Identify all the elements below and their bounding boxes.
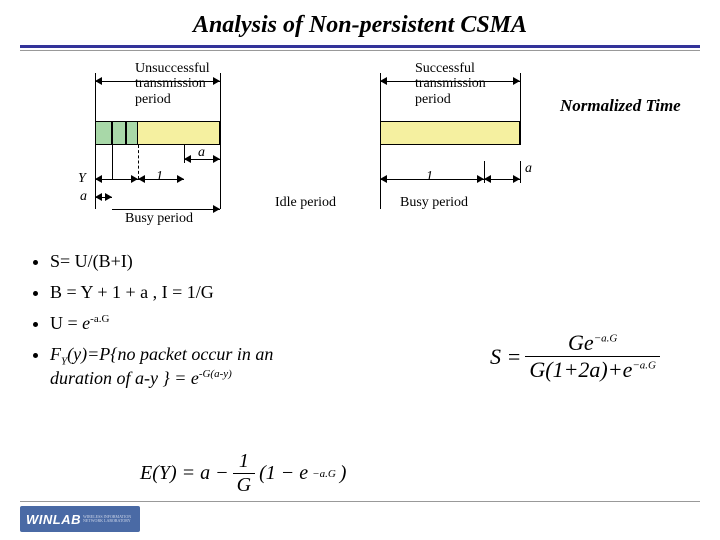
E-paren-r: )	[340, 462, 347, 485]
logo-sub: WIRELESS INFORMATION NETWORK LABORATORY	[83, 515, 140, 523]
E-lhs: E(Y) = a −	[140, 462, 229, 485]
tick	[520, 161, 521, 183]
label-a3: a	[525, 161, 532, 176]
label-unsuccessful: Unsuccessful transmission period	[135, 61, 210, 107]
S-lhs: S =	[490, 344, 521, 370]
tick	[220, 145, 221, 209]
timing-diagram: Unsuccessful transmission period Success…	[20, 61, 700, 241]
label-a1: a	[198, 145, 205, 160]
label-successful: Successful transmission period	[415, 61, 486, 107]
span-Y	[95, 179, 138, 189]
S-den: G(1+2a)+e	[529, 357, 632, 382]
b3-e: e	[82, 313, 90, 333]
tick	[220, 73, 221, 145]
winlab-logo: WINLAB WIRELESS INFORMATION NETWORK LABO…	[20, 506, 140, 532]
bar-successful	[380, 121, 520, 145]
span-a2	[95, 197, 112, 207]
E-den: G	[233, 474, 255, 497]
label-one1: 1	[156, 169, 163, 184]
title-underline	[20, 45, 700, 48]
span-a1	[184, 159, 220, 169]
label-busy2: Busy period	[400, 195, 468, 210]
title-thinline	[20, 50, 700, 51]
label-one2: 1	[426, 169, 433, 184]
logo-text: WINLAB	[26, 512, 81, 527]
span-a3	[484, 179, 520, 189]
E-paren-l: (1 − e	[259, 462, 308, 485]
b3-sup: -a.G	[90, 313, 109, 325]
label-Y: Y	[78, 171, 86, 186]
formula-S: S = Ge−a.G G(1+2a)+e−a.G	[490, 330, 660, 383]
slide-title: Analysis of Non-persistent CSMA	[0, 0, 720, 43]
tick-dashed	[138, 145, 139, 179]
S-den-sup: −a.G	[632, 360, 656, 372]
b3-pre: U =	[50, 313, 82, 333]
bar-green-1	[95, 121, 112, 145]
bullet-2: B = Y + 1 + a , I = 1/G	[50, 282, 720, 303]
label-busy1: Busy period	[125, 211, 193, 226]
b4-F: F	[50, 344, 61, 364]
S-num: Ge	[568, 330, 594, 355]
bullet-4: FY(y)=P{no packet occur in an duration o…	[50, 344, 370, 389]
E-sup: −a.G	[312, 468, 336, 480]
bar-green-2	[112, 121, 126, 145]
label-a2: a	[80, 189, 87, 204]
label-idle: Idle period	[275, 195, 336, 210]
label-normalized-time: Normalized Time	[560, 97, 681, 116]
footer-line	[20, 501, 700, 502]
formula-EY: E(Y) = a − 1 G (1 − e −a.G)	[140, 450, 346, 497]
E-num: 1	[233, 450, 255, 474]
tick	[520, 73, 521, 145]
b4-sup: -G(a-y)	[199, 368, 232, 380]
bar-green-3	[126, 121, 138, 145]
tick	[112, 145, 113, 179]
b4-mid: (y)=P{no packet occur in an duration of …	[50, 344, 273, 388]
S-num-sup: −a.G	[594, 333, 618, 345]
bullet-1: S= U/(B+I)	[50, 251, 720, 272]
